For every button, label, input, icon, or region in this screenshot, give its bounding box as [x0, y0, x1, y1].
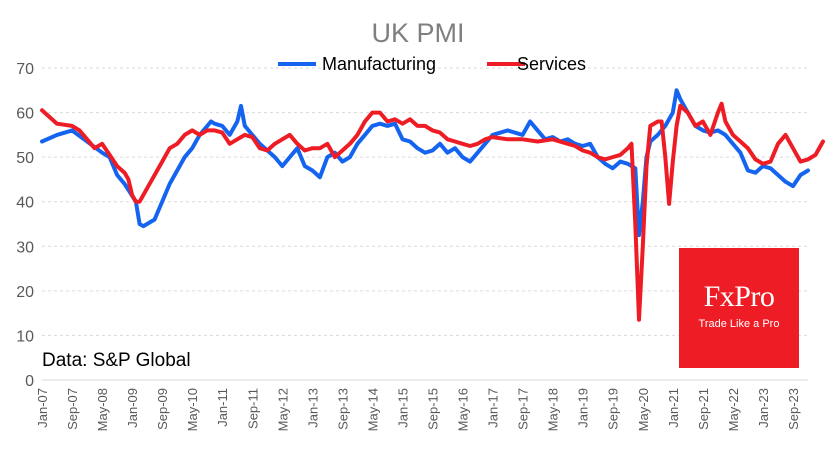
- x-tick-label: Sep-23: [786, 388, 801, 430]
- x-tick-label: Jan-07: [35, 388, 50, 428]
- y-tick-label: 30: [16, 239, 34, 256]
- x-tick-label: May-08: [95, 388, 110, 431]
- x-tick-label: Sep-21: [696, 388, 711, 430]
- x-tick-label: Jan-13: [305, 388, 320, 428]
- series-lines: [40, 88, 825, 322]
- x-tick-label: May-10: [185, 388, 200, 431]
- y-tick-label: 10: [16, 328, 34, 345]
- legend-label-services: Services: [517, 54, 586, 74]
- y-axis-ticks: 0 10 20 30 40 50 60 70: [16, 61, 34, 390]
- x-tick-label: Sep-09: [155, 388, 170, 430]
- x-tick-label: May-16: [456, 388, 471, 431]
- logo-tagline: Trade Like a Pro: [698, 318, 780, 330]
- x-tick-label: Jan-15: [395, 388, 410, 428]
- x-tick-label: Jan-21: [666, 388, 681, 428]
- legend-label-manufacturing: Manufacturing: [322, 54, 436, 74]
- x-tick-label: May-20: [636, 388, 651, 431]
- y-tick-label: 70: [16, 61, 34, 78]
- x-tick-label: Sep-17: [516, 388, 531, 430]
- x-tick-label: Jan-23: [756, 388, 771, 428]
- x-tick-label: Jan-11: [215, 388, 230, 427]
- x-tick-label: Sep-07: [65, 388, 80, 430]
- y-tick-label: 50: [16, 150, 34, 167]
- series-line-manufacturing: [40, 88, 810, 238]
- y-tick-label: 20: [16, 284, 34, 301]
- x-tick-label: May-12: [275, 388, 290, 431]
- x-tick-label: Sep-15: [426, 388, 441, 430]
- legend: Manufacturing Services: [278, 54, 586, 74]
- x-tick-label: Jan-09: [125, 388, 140, 428]
- x-tick-label: Sep-11: [245, 388, 260, 429]
- y-tick-label: 60: [16, 106, 34, 123]
- y-tick-label: 0: [25, 373, 34, 390]
- chart-title: UK PMI: [371, 18, 464, 48]
- x-tick-label: Sep-13: [335, 388, 350, 430]
- x-tick-label: May-18: [546, 388, 561, 431]
- series-line-services: [40, 101, 825, 322]
- x-tick-label: Jan-17: [486, 388, 501, 428]
- x-tick-label: May-14: [365, 388, 380, 431]
- logo-wordmark: FxPro: [703, 280, 775, 313]
- fxpro-logo: FxPro Trade Like a Pro: [679, 248, 799, 368]
- data-source-note: Data: S&P Global: [42, 350, 191, 371]
- x-axis-ticks: Jan-07 Sep-07 May-08 Jan-09 Sep-09 May-10 Jan-…: [35, 388, 801, 431]
- x-tick-label: Sep-19: [606, 388, 621, 430]
- x-tick-label: Jan-19: [576, 388, 591, 428]
- y-tick-label: 40: [16, 195, 34, 212]
- x-tick-label: May-22: [726, 388, 741, 431]
